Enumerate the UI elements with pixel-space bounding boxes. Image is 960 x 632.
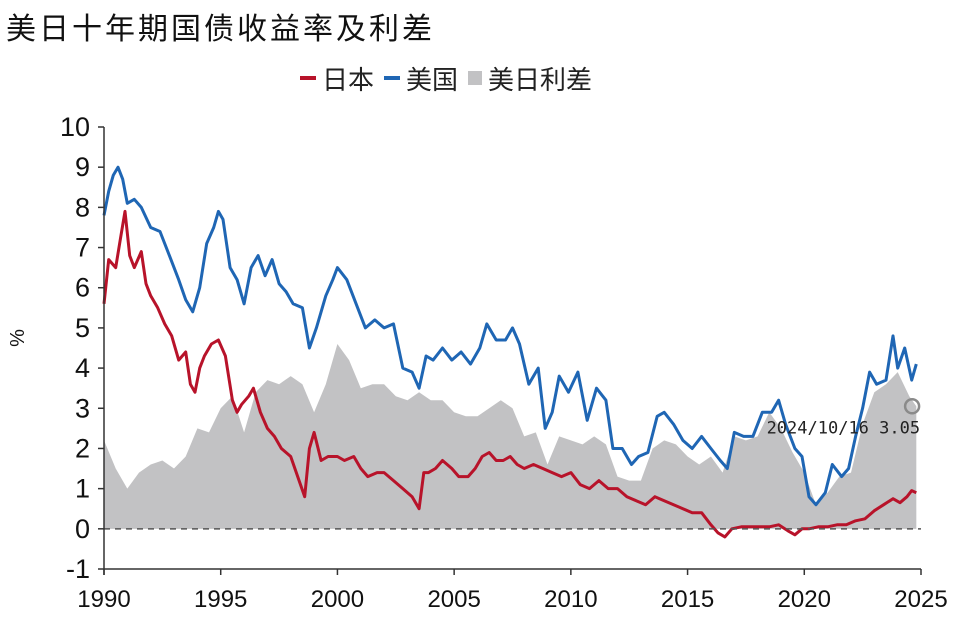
y-tick-label: 0	[75, 514, 90, 544]
legend-label-us: 美国	[406, 65, 459, 96]
y-tick-label: 10	[60, 112, 90, 142]
legend-item-spread: 美日利差	[468, 60, 592, 97]
x-tick-label: 2015	[661, 586, 714, 613]
legend-item-japan: 日本	[300, 60, 374, 97]
y-tick-label: 7	[75, 233, 90, 263]
x-tick-label: 1995	[194, 586, 247, 613]
annotation-layer: 2024/10/16 3.05	[767, 398, 921, 438]
line-layer	[102, 165, 918, 539]
annotation-marker	[903, 398, 921, 415]
x-tick-label: 2005	[427, 586, 480, 613]
y-tick-label: 1	[75, 474, 90, 504]
y-tick-label: 5	[75, 313, 90, 343]
y-tick-label: -1	[66, 554, 90, 584]
legend-item-us: 美国	[384, 60, 458, 97]
x-tick-label: 2025	[894, 586, 947, 613]
annotation-label: 2024/10/16 3.05	[767, 418, 921, 438]
legend-swatch-japan	[300, 76, 316, 80]
x-tick-label: 2010	[544, 586, 597, 613]
y-tick-label: 4	[75, 353, 90, 383]
x-tick-label: 2020	[778, 586, 831, 613]
y-axis-label: %	[7, 329, 29, 347]
y-tick-label: 3	[75, 393, 90, 423]
legend-label-japan: 日本	[322, 65, 375, 96]
y-tick-label: 2	[75, 433, 90, 463]
axes-layer: -1 0 1 2 3 4 5 6 7 8 9 10 1990 1995 2000 2005 2010 2015 20…	[7, 112, 948, 613]
series-line-us	[102, 165, 918, 507]
y-tick-label: 9	[75, 152, 90, 182]
legend: 日本 美国 美日利差	[300, 60, 592, 96]
x-tick-label: 2000	[311, 586, 364, 613]
legend-swatch-spread	[468, 71, 483, 85]
y-tick-label: 6	[75, 273, 90, 303]
y-tick-label: 8	[75, 192, 90, 222]
series-line-japan	[102, 209, 917, 539]
chart-title: 美日十年期国债收益率及利差	[6, 12, 435, 47]
legend-label-spread: 美日利差	[488, 65, 593, 96]
x-tick-label: 1990	[77, 586, 130, 613]
legend-swatch-us	[384, 76, 401, 80]
